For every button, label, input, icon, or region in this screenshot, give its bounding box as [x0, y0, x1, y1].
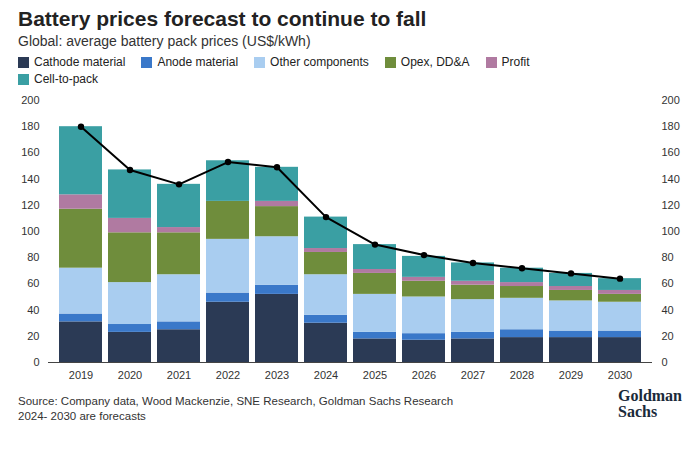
svg-text:160: 160 [21, 146, 39, 158]
html-text:Profit: Profit [501, 55, 530, 69]
svg-text:20: 20 [662, 330, 674, 342]
svg-text:140: 140 [662, 173, 680, 185]
svg-text:2030: 2030 [608, 369, 632, 381]
svg-text:60: 60 [662, 277, 674, 289]
html-text:Cathode material: Cathode material [34, 55, 126, 69]
svg-text:160: 160 [662, 146, 680, 158]
html-text:2024- 2030 are forecasts: 2024- 2030 are forecasts [18, 410, 146, 422]
html-text:Global: average battery pack p: Global: average battery pack prices (US$… [18, 33, 311, 49]
svg-text:20: 20 [27, 330, 39, 342]
svg-text:2023: 2023 [265, 369, 289, 381]
svg-text:60: 60 [27, 277, 39, 289]
html-text:Goldman: Goldman [618, 387, 682, 404]
html-text:Sachs: Sachs [618, 403, 658, 420]
svg-text:200: 200 [662, 94, 680, 106]
svg-text:40: 40 [27, 304, 39, 316]
svg-text:0: 0 [33, 356, 39, 368]
svg-text:2025: 2025 [363, 369, 387, 381]
svg-text:180: 180 [21, 120, 39, 132]
svg-text:40: 40 [662, 304, 674, 316]
html-text:Battery prices forecast to con: Battery prices forecast to continue to f… [18, 7, 427, 30]
svg-text:80: 80 [27, 251, 39, 263]
html-text:Anode material: Anode material [157, 55, 239, 69]
svg-text:2029: 2029 [559, 369, 583, 381]
svg-text:100: 100 [21, 225, 39, 237]
svg-text:2027: 2027 [461, 369, 485, 381]
svg-text:140: 140 [21, 173, 39, 185]
svg-text:0: 0 [662, 356, 668, 368]
html-text:Source: Company data, Wood Mac: Source: Company data, Wood Mackenzie, SN… [18, 395, 454, 407]
svg-text:180: 180 [662, 120, 680, 132]
svg-text:80: 80 [662, 251, 674, 263]
html-text:Opex, DD&A: Opex, DD&A [400, 55, 470, 69]
svg-text:2026: 2026 [412, 369, 436, 381]
svg-text:2021: 2021 [167, 369, 191, 381]
svg-text:2019: 2019 [69, 369, 93, 381]
svg-text:120: 120 [21, 199, 39, 211]
html-text:Cell-to-pack: Cell-to-pack [34, 72, 98, 86]
svg-text:120: 120 [662, 199, 680, 211]
svg-text:100: 100 [662, 225, 680, 237]
svg-text:2028: 2028 [510, 369, 534, 381]
svg-text:200: 200 [21, 94, 39, 106]
svg-text:2024: 2024 [314, 369, 338, 381]
html-text:Other components: Other components [270, 55, 369, 69]
svg-text:2022: 2022 [216, 369, 240, 381]
svg-text:2020: 2020 [118, 369, 142, 381]
